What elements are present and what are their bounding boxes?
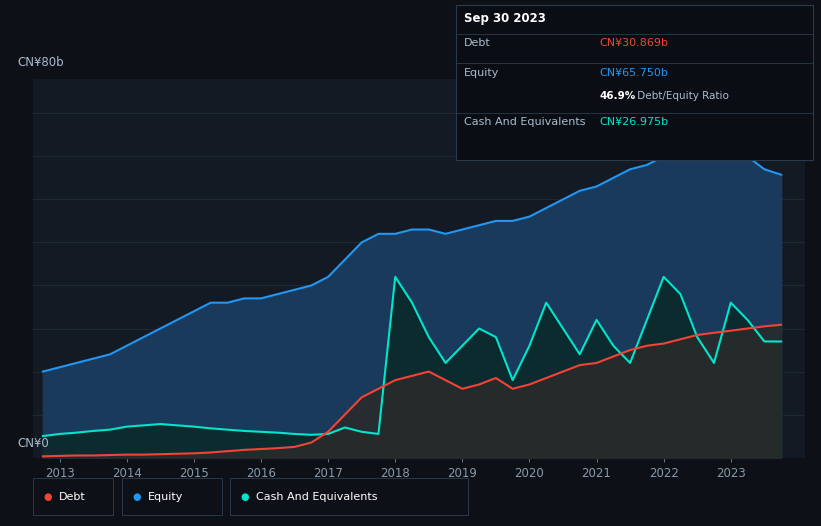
Text: CN¥26.975b: CN¥26.975b — [599, 117, 668, 127]
Text: ●: ● — [44, 491, 52, 502]
Text: Debt: Debt — [59, 491, 86, 502]
Text: CN¥80b: CN¥80b — [17, 56, 64, 69]
Text: Equity: Equity — [148, 491, 183, 502]
Text: CN¥30.869b: CN¥30.869b — [599, 38, 668, 48]
Text: Debt: Debt — [464, 38, 491, 48]
Text: Cash And Equivalents: Cash And Equivalents — [256, 491, 378, 502]
Text: Equity: Equity — [464, 68, 499, 78]
Text: Cash And Equivalents: Cash And Equivalents — [464, 117, 585, 127]
Text: CN¥65.750b: CN¥65.750b — [599, 68, 668, 78]
Text: ●: ● — [241, 491, 249, 502]
Text: 46.9%: 46.9% — [599, 92, 635, 102]
Text: Sep 30 2023: Sep 30 2023 — [464, 12, 546, 25]
Text: ●: ● — [132, 491, 140, 502]
Text: CN¥0: CN¥0 — [17, 437, 49, 450]
Text: Debt/Equity Ratio: Debt/Equity Ratio — [634, 92, 729, 102]
